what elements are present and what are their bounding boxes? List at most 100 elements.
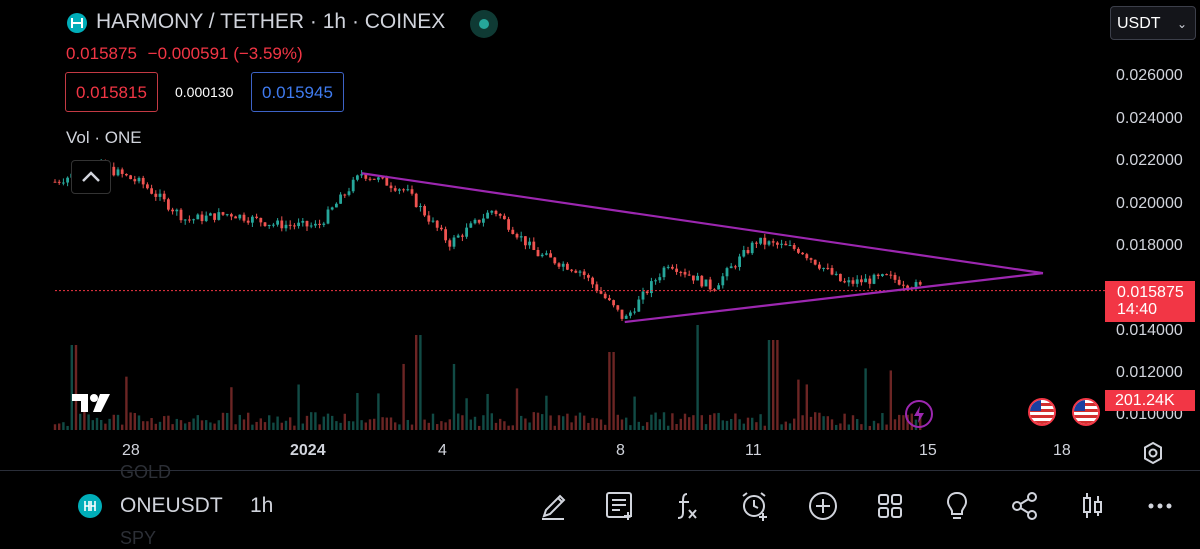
volume-bar bbox=[440, 421, 443, 430]
us-flag-event-icon[interactable] bbox=[1072, 398, 1100, 426]
volume-bar bbox=[482, 415, 485, 430]
volume-bar bbox=[398, 424, 401, 430]
volume-bar bbox=[142, 421, 145, 430]
volume-bar bbox=[490, 413, 493, 430]
volume-bar bbox=[683, 413, 687, 430]
volume-bar bbox=[818, 412, 821, 430]
candle bbox=[515, 234, 519, 238]
volume-bar bbox=[188, 421, 191, 430]
interval-selector[interactable]: 1h bbox=[250, 494, 274, 517]
candle bbox=[729, 266, 733, 269]
candle bbox=[209, 213, 212, 216]
share-icon[interactable] bbox=[1007, 488, 1043, 524]
volume-bar bbox=[625, 417, 628, 430]
volume-bar bbox=[95, 417, 99, 430]
alert-icon[interactable] bbox=[737, 488, 773, 524]
volume-bar bbox=[314, 412, 317, 430]
layouts-icon[interactable] bbox=[872, 488, 908, 524]
candle bbox=[171, 209, 174, 212]
volume-bar bbox=[835, 424, 838, 430]
price-tick: 0.020000 bbox=[1116, 195, 1183, 212]
volume-bar bbox=[427, 422, 430, 430]
volume-bar bbox=[650, 414, 653, 430]
volume-bar bbox=[562, 416, 565, 430]
candle bbox=[238, 214, 242, 219]
symbol-title: HARMONY / TETHER · 1h · COINEX bbox=[96, 10, 446, 33]
candle bbox=[788, 245, 792, 247]
volume-bar bbox=[70, 345, 73, 430]
candle bbox=[435, 220, 439, 228]
change-value: −0.000591 (−3.59%) bbox=[147, 44, 303, 63]
volume-bar bbox=[326, 413, 330, 430]
volume-bar bbox=[633, 396, 636, 430]
candle bbox=[687, 274, 691, 276]
candle bbox=[377, 177, 380, 180]
candle bbox=[696, 275, 699, 281]
volume-bar bbox=[100, 419, 103, 430]
candle bbox=[671, 266, 674, 269]
symbol-selector[interactable]: ONEUSDT bbox=[120, 494, 223, 517]
currency-select[interactable]: USDT ⌄ bbox=[1110, 6, 1196, 40]
buy-button[interactable]: 0.015945 bbox=[251, 72, 344, 112]
volume-bar bbox=[268, 415, 271, 430]
add-icon[interactable] bbox=[805, 488, 841, 524]
candle bbox=[112, 166, 116, 176]
collapse-legend-button[interactable] bbox=[71, 160, 111, 194]
volume-bar bbox=[772, 340, 775, 430]
volume-bar bbox=[671, 413, 674, 430]
candle bbox=[141, 177, 145, 185]
candle bbox=[834, 273, 838, 275]
volume-bar bbox=[545, 395, 548, 430]
volume-bar bbox=[280, 422, 283, 430]
volume-value-label: 201.24K bbox=[1105, 390, 1195, 411]
candle bbox=[440, 227, 443, 230]
ideas-icon[interactable] bbox=[939, 488, 975, 524]
volume-bar bbox=[352, 421, 355, 430]
candle bbox=[557, 263, 561, 267]
candle bbox=[469, 223, 473, 228]
price-chart[interactable] bbox=[0, 0, 1200, 470]
candle bbox=[335, 203, 338, 208]
volume-bar bbox=[331, 415, 334, 430]
candle bbox=[675, 268, 678, 272]
candle bbox=[330, 207, 334, 210]
notes-icon[interactable] bbox=[602, 488, 638, 524]
volume-bar bbox=[263, 422, 267, 430]
indicators-icon[interactable] bbox=[669, 488, 705, 524]
candle bbox=[175, 209, 179, 212]
market-open-indicator bbox=[470, 10, 498, 38]
sell-button[interactable]: 0.015815 bbox=[65, 72, 158, 112]
volume-bar bbox=[272, 422, 275, 430]
candle bbox=[889, 274, 893, 276]
chart-settings-icon[interactable] bbox=[1140, 440, 1166, 466]
volume-bar bbox=[133, 412, 136, 430]
volume-bar bbox=[746, 417, 750, 430]
chart-type-icon[interactable] bbox=[1075, 488, 1111, 524]
us-flag-event-icon[interactable] bbox=[1028, 398, 1056, 426]
candle bbox=[587, 275, 590, 278]
volume-bar bbox=[251, 424, 254, 430]
ghost-symbol: SPY bbox=[120, 528, 157, 548]
volume-legend[interactable]: Vol · ONE bbox=[66, 128, 142, 147]
candle bbox=[612, 300, 615, 306]
volume-bar bbox=[91, 420, 94, 430]
draw-icon[interactable] bbox=[536, 488, 572, 524]
candle bbox=[872, 274, 876, 284]
candle bbox=[385, 177, 389, 186]
candle bbox=[288, 224, 292, 226]
candle bbox=[763, 237, 767, 245]
lightning-icon[interactable] bbox=[905, 400, 933, 428]
candle bbox=[721, 276, 725, 286]
candles bbox=[53, 159, 922, 321]
volume-bar bbox=[192, 418, 195, 430]
volume-bar bbox=[184, 423, 187, 430]
candle bbox=[734, 266, 737, 268]
volume-bar bbox=[213, 423, 216, 430]
candle bbox=[381, 177, 384, 179]
volume-bar bbox=[885, 424, 888, 430]
more-icon[interactable] bbox=[1142, 488, 1178, 524]
volume-bar bbox=[524, 418, 527, 430]
bottom-toolbar bbox=[0, 470, 1200, 541]
candle bbox=[578, 271, 582, 273]
volume-bar bbox=[373, 418, 376, 430]
